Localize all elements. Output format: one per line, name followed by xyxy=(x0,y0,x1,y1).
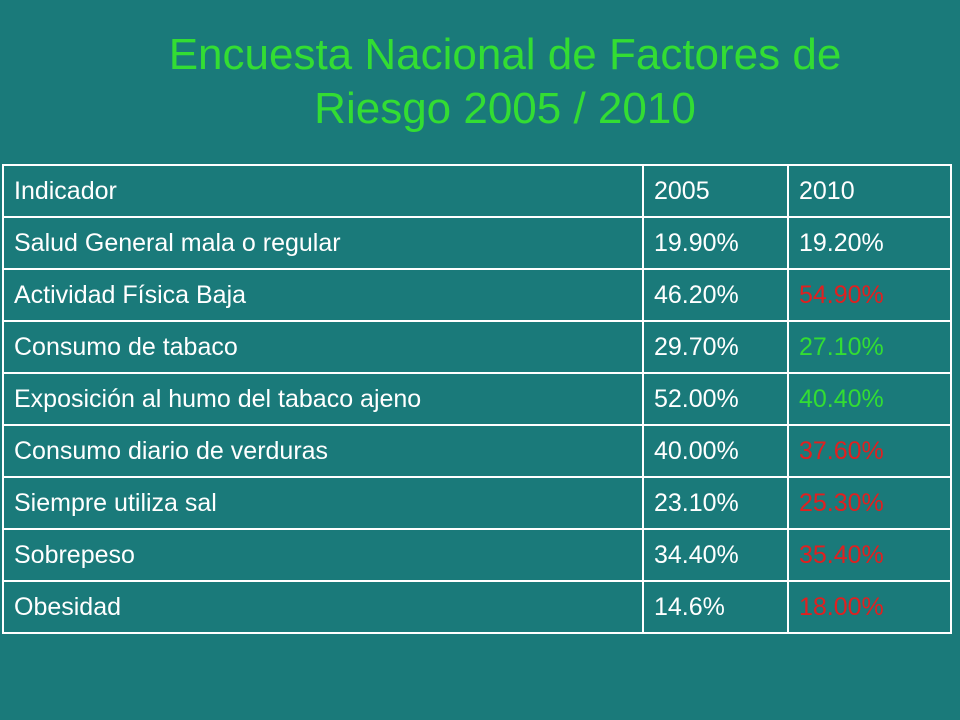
value-2010-cell: 25.30% xyxy=(787,476,952,530)
table-row: Actividad Física Baja 46.20% 54.90% xyxy=(2,268,952,322)
indicator-cell: Salud General mala o regular xyxy=(2,216,644,270)
title-line-2: Riesgo 2005 / 2010 xyxy=(314,84,696,133)
value-2005-cell: 46.20% xyxy=(642,268,789,322)
value-2005-cell: 29.70% xyxy=(642,320,789,374)
value-2005-cell: 19.90% xyxy=(642,216,789,270)
value-2005-cell: 34.40% xyxy=(642,528,789,582)
value-2005-cell: 40.00% xyxy=(642,424,789,478)
value-2010-cell: 54.90% xyxy=(787,268,952,322)
table-row: Consumo de tabaco 29.70% 27.10% xyxy=(2,320,952,374)
table-row: Salud General mala o regular 19.90% 19.2… xyxy=(2,216,952,270)
indicator-cell: Sobrepeso xyxy=(2,528,644,582)
value-2005-cell: 52.00% xyxy=(642,372,789,426)
header-2005: 2005 xyxy=(642,164,789,218)
indicator-cell: Obesidad xyxy=(2,580,644,634)
indicator-cell: Consumo diario de verduras xyxy=(2,424,644,478)
value-2005-cell: 23.10% xyxy=(642,476,789,530)
indicator-cell: Consumo de tabaco xyxy=(2,320,644,374)
value-2010-cell: 37.60% xyxy=(787,424,952,478)
table-row: Obesidad 14.6% 18.00% xyxy=(2,580,952,634)
header-indicator: Indicador xyxy=(2,164,644,218)
table-header-row: Indicador 2005 2010 xyxy=(2,164,952,218)
table-row: Consumo diario de verduras 40.00% 37.60% xyxy=(2,424,952,478)
table-row: Sobrepeso 34.40% 35.40% xyxy=(2,528,952,582)
indicator-cell: Actividad Física Baja xyxy=(2,268,644,322)
value-2010-cell: 40.40% xyxy=(787,372,952,426)
table-row: Exposición al humo del tabaco ajeno 52.0… xyxy=(2,372,952,426)
page-title: Encuesta Nacional de Factores de Riesgo … xyxy=(0,28,960,136)
header-2010: 2010 xyxy=(787,164,952,218)
indicator-table: Indicador 2005 2010 Salud General mala o… xyxy=(2,164,952,634)
value-2005-cell: 14.6% xyxy=(642,580,789,634)
indicator-cell: Siempre utiliza sal xyxy=(2,476,644,530)
title-line-1: Encuesta Nacional de Factores de xyxy=(168,30,842,79)
indicator-cell: Exposición al humo del tabaco ajeno xyxy=(2,372,644,426)
table-row: Siempre utiliza sal 23.10% 25.30% xyxy=(2,476,952,530)
value-2010-cell: 35.40% xyxy=(787,528,952,582)
value-2010-cell: 18.00% xyxy=(787,580,952,634)
value-2010-cell: 27.10% xyxy=(787,320,952,374)
value-2010-cell: 19.20% xyxy=(787,216,952,270)
